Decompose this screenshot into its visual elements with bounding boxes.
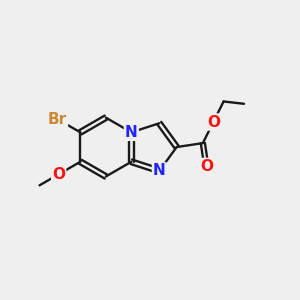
Text: N: N [153, 164, 166, 178]
Text: O: O [207, 115, 220, 130]
Text: O: O [52, 167, 65, 182]
Text: O: O [200, 159, 213, 174]
Text: Br: Br [48, 112, 67, 127]
Text: N: N [125, 125, 138, 140]
